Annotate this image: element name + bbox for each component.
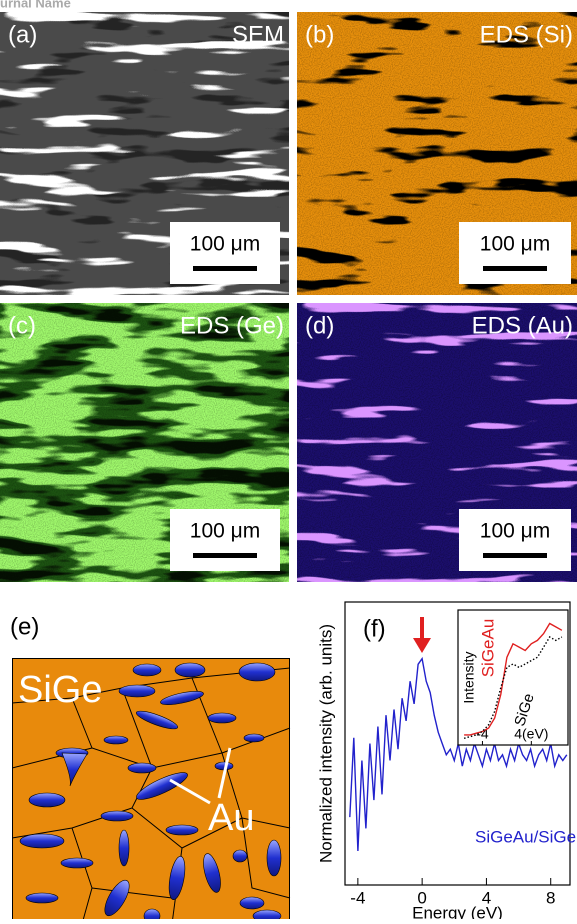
x-tick-label: 8 xyxy=(546,888,555,907)
y-axis-label: Intensity xyxy=(461,651,477,703)
scale-bar-label: 100 μm xyxy=(190,520,260,543)
panel-label: (c) xyxy=(8,312,36,339)
panel-label: (a) xyxy=(8,21,37,48)
panel-label: (f) xyxy=(363,615,386,642)
scale-bar-label: 100 μm xyxy=(480,520,550,543)
figure: urnal Name (a) SEM 100 μm (b) EDS (Si) 1… xyxy=(0,0,577,919)
panel-label: (d) xyxy=(305,312,334,339)
panel-b: (b) EDS (Si) 100 μm xyxy=(297,12,577,295)
particle-label: Au xyxy=(208,797,254,839)
panel-a: (a) SEM 100 μm xyxy=(0,12,289,295)
panel-label: (b) xyxy=(305,21,334,48)
panel-c: (c) EDS (Ge) 100 μm xyxy=(0,303,289,582)
x-axis-label: Energy (eV) xyxy=(412,903,503,919)
panel-title: SEM xyxy=(232,21,284,48)
x-tick-label: 4(eV) xyxy=(514,726,548,742)
matrix-label: SiGe xyxy=(18,669,102,711)
panel-d: (d) EDS (Au) 100 μm xyxy=(297,303,577,582)
panel-title: EDS (Ge) xyxy=(180,312,284,339)
scale-bar-label: 100 μm xyxy=(480,233,550,256)
schematic: SiGe Au xyxy=(12,659,290,920)
panel-label: (e) xyxy=(10,613,39,640)
legend-entry: SiGeAu xyxy=(478,619,497,678)
legend-entry: SiGeAu/SiGe xyxy=(475,827,576,846)
y-axis-label: Normalized intensity (arb. units) xyxy=(316,624,335,863)
panel-title: EDS (Si) xyxy=(480,21,573,48)
scale-bar-label: 100 μm xyxy=(190,233,260,256)
x-tick-label: -4 xyxy=(350,888,365,907)
panel-title: EDS (Au) xyxy=(472,312,573,339)
journal-name: urnal Name xyxy=(0,0,71,10)
